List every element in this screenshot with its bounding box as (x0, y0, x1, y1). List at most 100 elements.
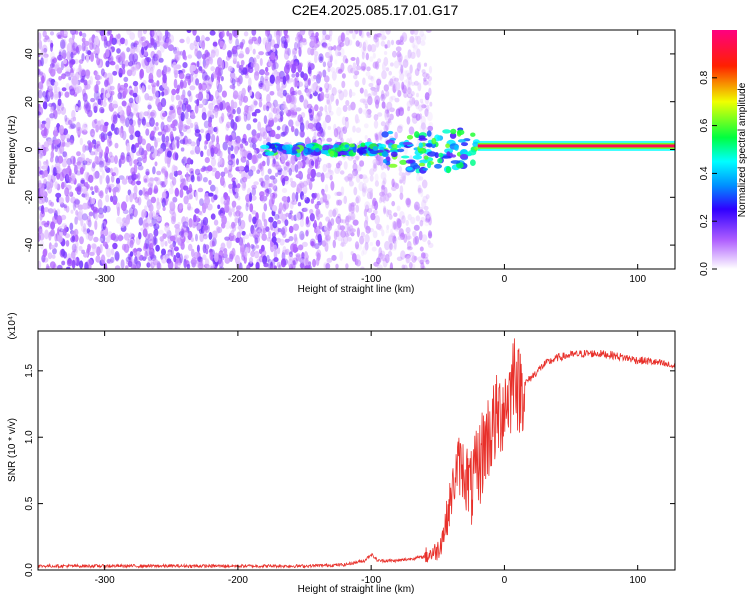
spectrogram-cell (220, 60, 224, 71)
spectrogram-cell (327, 100, 333, 105)
spectrogram-cell (288, 236, 294, 242)
spectrogram-cell (153, 184, 158, 194)
spectrogram-cell (38, 205, 44, 211)
spectrogram-cell (143, 111, 149, 117)
spectrogram-cell (410, 81, 416, 86)
spectrogram-cell (282, 258, 289, 266)
spectrogram-cell (217, 204, 221, 210)
spectrogram-cell (294, 41, 298, 51)
spectrogram-cell (310, 75, 316, 82)
spectrogram-cell (345, 30, 350, 36)
spectrogram-cell (118, 72, 123, 78)
spectrogram-cell (300, 38, 307, 43)
spectrogram-cell (64, 187, 70, 197)
spectrogram-cell (208, 231, 213, 240)
spectrogram-cell (237, 217, 242, 227)
spectrogram-cell (63, 128, 68, 136)
spectrogram-cell (425, 30, 432, 33)
spectrogram-cell (66, 45, 71, 54)
spectrogram-cell (173, 50, 179, 58)
spectrogram-cell (150, 196, 157, 204)
spectrogram-cell (159, 236, 164, 242)
spectrogram-cell (411, 91, 415, 97)
spectrogram-cell (401, 215, 406, 224)
spectrogram-cell (137, 172, 141, 181)
spectrogram-cell (415, 215, 421, 222)
spectrogram-cell (144, 222, 150, 227)
spectrogram-cell (99, 175, 103, 185)
spectrogram-cell (394, 97, 400, 103)
spectrogram-cell (158, 229, 164, 235)
spectrogram-cell (69, 63, 73, 69)
spectrogram-cell (156, 80, 160, 87)
spectrogram-cell (228, 36, 233, 44)
spectrogram-cell (327, 83, 332, 91)
spectrogram-cell (89, 75, 94, 86)
spectrogram-cell (229, 253, 234, 262)
spectrogram-cell (169, 131, 174, 140)
spectrogram-cell (179, 253, 184, 264)
spectrogram-cell (38, 151, 44, 160)
spectrogram-cell (38, 68, 41, 76)
spectrogram-cell (450, 160, 461, 164)
spectrogram-cell (426, 215, 432, 219)
spectrogram-cell (323, 224, 328, 231)
spectrogram-cell (335, 230, 340, 237)
spectrogram-cell (136, 264, 140, 269)
spectrogram-cell (250, 195, 257, 201)
spectrogram-cell (284, 248, 290, 256)
spectrogram-cell (252, 48, 256, 55)
spectrogram-cell (417, 187, 421, 195)
spectrogram-cell (94, 170, 100, 179)
spectrogram-cell (38, 179, 42, 189)
spectrogram-cell (386, 101, 393, 111)
spectrogram-cell (70, 30, 77, 35)
spectrogram-cell (361, 51, 365, 60)
spectrogram-cell (98, 207, 104, 215)
spectrogram-cell (307, 47, 312, 55)
spectrogram-cell (248, 213, 252, 223)
spectrogram-cell (355, 65, 362, 71)
spectrogram-cell (360, 61, 365, 70)
spectrogram-cell (320, 91, 325, 101)
spectrogram-cell (51, 254, 56, 259)
spectrogram-cell (114, 142, 119, 149)
spectrogram-cell (149, 111, 155, 117)
spectrogram-cell (214, 108, 219, 119)
spectrogram-cell (227, 65, 233, 72)
spectrogram-cell (210, 213, 216, 220)
spectrogram-cell (355, 204, 360, 213)
spectrogram-cell (71, 235, 75, 242)
spectrogram-cell (351, 92, 356, 97)
spectrogram-cell (220, 76, 224, 82)
spectrogram-cell (151, 82, 157, 88)
spectrogram-cell (185, 171, 189, 182)
spectrogram-cell (354, 155, 360, 161)
spectrogram-cell (262, 84, 266, 91)
spectrogram-cell (454, 144, 459, 151)
spectrogram-cell (437, 158, 443, 164)
spectrogram-cell (293, 54, 298, 65)
spectrogram-cell (198, 85, 204, 95)
spectrogram-cell (318, 213, 324, 218)
spectrogram-cell (375, 133, 379, 141)
spectrogram-cell (350, 57, 356, 61)
spectrogram-cell (112, 187, 118, 193)
spectrogram-cell (385, 229, 390, 234)
spectrogram-cell (226, 30, 230, 37)
spectrogram-cell (290, 154, 296, 165)
spectrogram-cell (420, 101, 425, 111)
spectrogram-cell (86, 218, 91, 226)
spectrogram-cell (79, 167, 84, 175)
spectrogram-cell (313, 219, 317, 230)
spectrogram-cell (38, 260, 42, 269)
spectrogram-cell (326, 257, 333, 263)
spectrogram-cell (43, 53, 49, 58)
spectrogram-cell (249, 89, 253, 96)
spectrogram-cell (134, 142, 140, 148)
spectrogram-cell (231, 247, 236, 257)
spectrogram-cell (412, 44, 418, 55)
spectrogram-cell (215, 89, 220, 100)
spectrogram-cell (428, 216, 432, 226)
spectrogram-cell (299, 230, 305, 241)
